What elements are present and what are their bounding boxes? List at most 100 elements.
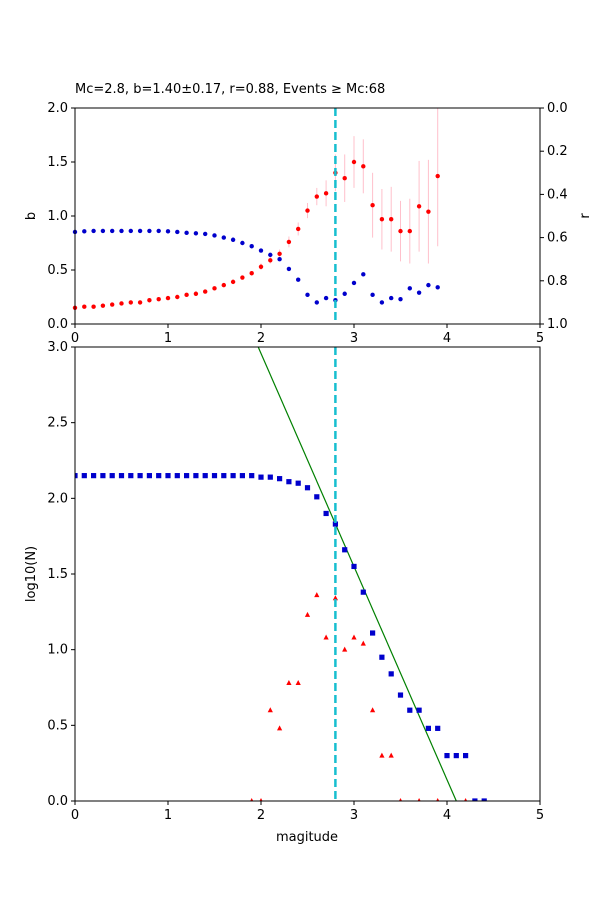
b-value-point	[407, 228, 412, 234]
bottom-plot-frame	[74, 346, 541, 802]
r-value-point	[435, 285, 440, 290]
top-x-tick-label: 4	[443, 331, 451, 346]
b-value-point	[323, 191, 329, 196]
noncumulative-count-point	[295, 679, 301, 685]
bottom-x-tick-label: 4	[443, 808, 451, 823]
top-y2-tick-label: 0.6	[547, 231, 568, 246]
r-value-point	[175, 229, 180, 235]
b-value-point	[137, 300, 143, 305]
b-value-point	[342, 176, 347, 181]
b-value-point	[193, 291, 199, 296]
cumulative-count-point	[360, 589, 366, 595]
b-value-point	[361, 164, 366, 169]
noncumulative-count-point	[286, 679, 292, 685]
top-y-tick-label: 2.0	[47, 101, 68, 116]
top-plot-frame	[74, 107, 541, 325]
bottom-y-tick-label: 1.5	[47, 567, 68, 582]
r-value-point	[193, 231, 199, 236]
cumulative-count-point	[118, 473, 125, 479]
b-value-point	[82, 304, 87, 309]
top-x-tick-label: 3	[350, 331, 358, 346]
cumulative-count-point	[75, 473, 78, 479]
gr-fit-line	[257, 347, 457, 801]
noncumulative-count-point	[436, 798, 440, 801]
cumulative-count-point	[388, 671, 394, 677]
r-value-point	[426, 282, 431, 288]
bottom-x-tick-label: 1	[164, 808, 172, 823]
top-plot-area: 0 1 2 3 4 5 0.0 0.5 1.0 1.5 2.0 0.0 0.2 0.4 0.6 0.8 1.0	[47, 101, 567, 346]
bottom-x-axis-label: magitude	[276, 830, 338, 845]
r-value-point	[398, 296, 403, 302]
cumulative-count-point	[174, 473, 180, 479]
b-value-point	[286, 239, 292, 245]
bottom-x-tick-label: 3	[350, 808, 358, 823]
cumulative-count-point	[444, 753, 450, 759]
bottom-x-tick-label: 5	[536, 808, 544, 823]
cumulative-count-point	[211, 473, 218, 479]
r-value-point	[323, 295, 329, 301]
b-value-point	[221, 282, 226, 288]
noncumulative-count-point	[314, 592, 320, 598]
r-value-point	[147, 228, 152, 234]
cumulative-count-point	[463, 753, 469, 759]
cumulative-count-point	[407, 707, 413, 713]
b-value-point	[249, 271, 254, 276]
cumulative-count-point	[435, 725, 441, 731]
r-value-point	[305, 292, 310, 298]
b-value-point	[119, 301, 124, 306]
noncumulative-count-point	[417, 798, 421, 801]
cumulative-count-point	[286, 479, 292, 485]
noncumulative-count-point	[464, 798, 468, 801]
r-value-point	[379, 300, 385, 305]
cumulative-count-point	[184, 473, 190, 479]
r-value-point	[110, 228, 115, 234]
cumulative-count-point	[472, 798, 478, 801]
cumulative-count-point	[481, 798, 487, 801]
b-value-point	[305, 208, 310, 213]
r-value-point	[277, 257, 282, 262]
noncumulative-count-point	[398, 798, 403, 801]
b-value-point	[435, 173, 440, 179]
cumulative-count-point	[221, 473, 227, 479]
noncumulative-count-point	[323, 634, 329, 640]
noncumulative-count-point	[379, 752, 385, 758]
cumulative-count-point	[370, 630, 376, 636]
cumulative-count-point	[100, 473, 106, 479]
top-y-tick-label: 1.0	[47, 209, 68, 224]
bottom-plot-area: 0 1 2 3 4 5 0.0 0.5 1.0 1.5 2.0 2.5 3.0	[47, 340, 544, 823]
cumulative-count-point	[156, 473, 162, 479]
r-value-point	[296, 277, 301, 282]
r-value-point	[100, 228, 106, 234]
b-value-point	[296, 226, 301, 232]
r-value-point	[258, 248, 264, 253]
top-y2-tick-label: 0.8	[547, 274, 568, 289]
cumulative-count-point	[397, 692, 404, 698]
cumulative-count-point	[267, 474, 273, 480]
noncumulative-count-point	[351, 634, 357, 640]
b-value-point	[268, 258, 273, 263]
r-value-point	[268, 252, 273, 258]
r-value-point	[286, 266, 292, 272]
cumulative-count-point	[202, 473, 208, 479]
b-value-point	[165, 295, 171, 301]
cumulative-count-point	[314, 494, 320, 500]
bottom-y-tick-label: 2.5	[47, 416, 68, 431]
noncumulative-count-point	[332, 595, 338, 601]
b-value-point	[389, 217, 394, 222]
top-x-tick-label: 5	[536, 331, 544, 346]
bottom-y-tick-label: 1.0	[47, 643, 68, 658]
cumulative-count-point	[416, 707, 422, 713]
cumulative-count-point	[81, 473, 87, 479]
r-value-point	[230, 237, 236, 242]
cumulative-count-point	[165, 473, 171, 479]
cumulative-count-point	[137, 473, 143, 479]
b-value-point	[314, 194, 319, 199]
cumulative-count-point	[249, 473, 255, 479]
noncumulative-count-point	[250, 798, 254, 801]
b-value-point	[379, 217, 385, 222]
noncumulative-count-point	[370, 707, 376, 713]
top-y2-tick-label: 0.4	[547, 187, 568, 202]
bottom-y-tick-label: 0.0	[47, 794, 68, 809]
bottom-x-tick-label: 0	[71, 808, 79, 823]
